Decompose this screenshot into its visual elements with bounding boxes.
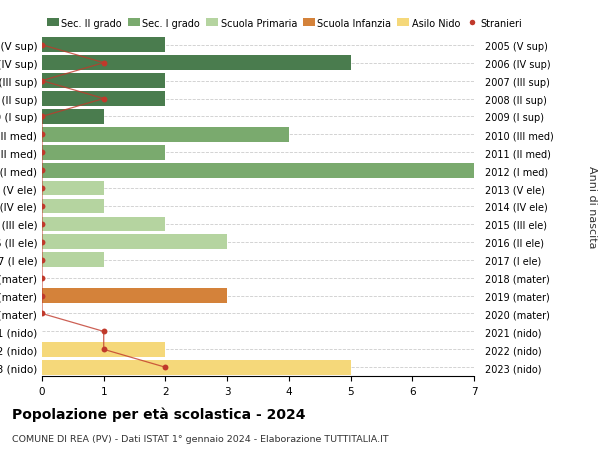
Point [37, 221, 47, 228]
Bar [42, 92, 166, 106]
Point [37, 185, 47, 192]
Point [37, 292, 47, 300]
Bar [42, 110, 104, 124]
Text: Anni di nascita: Anni di nascita [587, 165, 597, 248]
Bar [42, 235, 227, 250]
Point [37, 149, 47, 157]
Point [37, 257, 47, 264]
Point [37, 274, 47, 282]
Point [37, 113, 47, 121]
Point [37, 167, 47, 174]
Point [99, 60, 109, 67]
Bar [42, 39, 166, 53]
Point [99, 95, 109, 103]
Bar [42, 342, 166, 357]
Bar [42, 199, 104, 214]
Point [37, 310, 47, 318]
Point [37, 78, 47, 85]
Bar [42, 289, 227, 303]
Point [37, 131, 47, 139]
Bar [42, 128, 289, 142]
Point [37, 239, 47, 246]
Text: Popolazione per età scolastica - 2024: Popolazione per età scolastica - 2024 [12, 406, 305, 421]
Point [161, 364, 170, 371]
Point [99, 346, 109, 353]
Point [37, 42, 47, 49]
Text: COMUNE DI REA (PV) - Dati ISTAT 1° gennaio 2024 - Elaborazione TUTTITALIA.IT: COMUNE DI REA (PV) - Dati ISTAT 1° genna… [12, 434, 389, 443]
Point [37, 203, 47, 210]
Bar [42, 181, 104, 196]
Bar [42, 146, 166, 160]
Bar [42, 74, 166, 89]
Bar [42, 217, 166, 232]
Point [99, 328, 109, 336]
Bar [42, 163, 474, 178]
Bar [42, 360, 350, 375]
Legend: Sec. II grado, Sec. I grado, Scuola Primaria, Scuola Infanzia, Asilo Nido, Stran: Sec. II grado, Sec. I grado, Scuola Prim… [47, 18, 523, 28]
Bar [42, 253, 104, 268]
Bar [42, 56, 350, 71]
